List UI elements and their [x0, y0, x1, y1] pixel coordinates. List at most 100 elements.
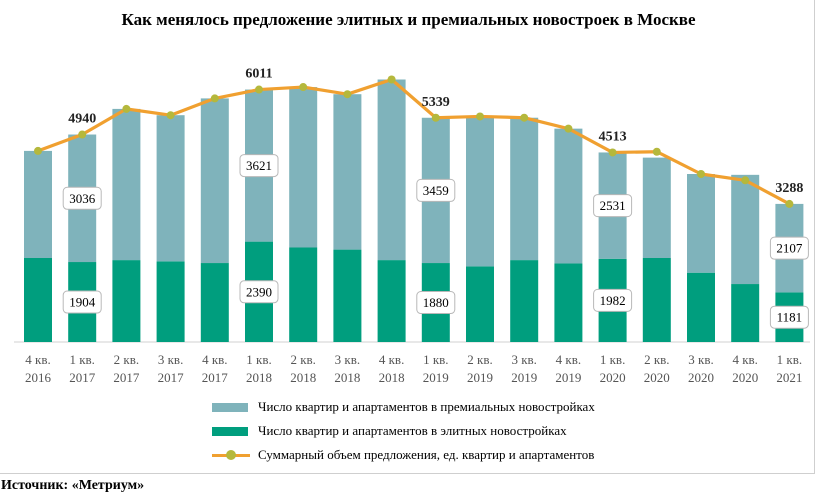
total-point — [652, 147, 661, 156]
x-tick-label: 2 кв. — [644, 352, 669, 367]
total-point — [78, 130, 87, 139]
total-point — [299, 83, 308, 92]
bar-elite — [466, 266, 494, 342]
legend-label-total: Суммарный объем предложения, ед. квартир… — [258, 447, 595, 462]
x-tick-label: 4 кв. — [732, 352, 757, 367]
total-point — [520, 113, 529, 122]
data-label-elite-box — [239, 280, 279, 304]
bar-premium — [466, 116, 494, 267]
legend-swatch-elite — [212, 427, 248, 436]
x-tick-label: 2016 — [25, 370, 52, 385]
data-label-total: 5339 — [422, 95, 450, 110]
x-tick-label: 1 кв. — [69, 352, 94, 367]
bar-premium — [24, 150, 52, 258]
bar-premium — [510, 117, 539, 261]
total-point — [785, 199, 794, 208]
data-label-premium-box — [416, 178, 456, 202]
x-tick-label: 2017 — [158, 370, 185, 385]
x-tick-label: 3 кв. — [511, 352, 536, 367]
x-tick-label: 2018 — [379, 370, 405, 385]
total-point — [387, 75, 396, 84]
data-label-premium-box — [239, 154, 279, 178]
bar-elite — [554, 263, 583, 342]
x-tick-label: 3 кв. — [158, 352, 183, 367]
data-label-premium-box — [62, 186, 102, 210]
data-label-premium: 3621 — [246, 158, 272, 173]
bar-elite — [377, 260, 406, 342]
x-tick-label: 4 кв. — [556, 352, 581, 367]
x-tick-label: 4 кв. — [202, 352, 227, 367]
legend-label-elite: Число квартир и апартаментов в элитных н… — [258, 423, 567, 438]
source-note: Источник: «Метриум» — [1, 478, 145, 493]
data-label-total: 3288 — [775, 181, 803, 196]
chart-plot: 1904 2390 1880 1982 1181 3036 3621 3459 2531 2107… — [14, 67, 810, 385]
bar-premium — [200, 98, 229, 264]
data-label-elite-box — [593, 288, 633, 312]
bar-premium — [687, 174, 715, 273]
data-label-elite: 1904 — [69, 295, 96, 310]
x-tick-label: 2017 — [69, 370, 96, 385]
x-tick-label: 2 кв. — [290, 352, 315, 367]
legend-label-premium: Число квартир и апартаментов в премиальн… — [258, 399, 595, 414]
bar-elite — [333, 249, 362, 342]
x-tick-label: 3 кв. — [688, 352, 713, 367]
data-label-premium: 2107 — [776, 241, 803, 256]
x-tick-label: 2019 — [555, 370, 581, 385]
total-point — [608, 148, 617, 157]
total-point — [34, 146, 42, 155]
x-tick-label: 2020 — [644, 370, 670, 385]
bar-elite — [687, 272, 715, 342]
bar-elite — [156, 261, 185, 342]
bar-elite — [731, 284, 760, 342]
total-line — [37, 77, 791, 206]
data-label-premium: 2531 — [600, 198, 626, 213]
total-point — [122, 104, 131, 113]
x-tick-label: 4 кв. — [379, 352, 404, 367]
total-point — [431, 113, 440, 122]
total-point — [166, 111, 175, 120]
bar-elite — [200, 263, 229, 342]
x-tick-label: 1 кв. — [600, 352, 625, 367]
bar-elite — [289, 247, 318, 342]
legend-marker-total — [226, 450, 236, 460]
x-tick-label: 2019 — [467, 370, 493, 385]
data-label-total: 4940 — [68, 112, 96, 127]
data-label-total: 4513 — [599, 129, 627, 144]
data-label-elite: 1880 — [423, 295, 449, 310]
bar-premium — [333, 94, 362, 250]
x-tick-label: 2021 — [776, 370, 802, 385]
x-tick-label: 2017 — [202, 370, 229, 385]
data-label-elite: 1181 — [777, 310, 803, 325]
x-tick-label: 1 кв. — [246, 352, 271, 367]
bar-premium — [731, 174, 760, 285]
x-tick-label: 4 кв. — [25, 352, 50, 367]
bar-premium — [377, 79, 406, 261]
x-tick-label: 2018 — [290, 370, 316, 385]
bar-premium — [156, 115, 185, 262]
data-label-premium-box — [769, 236, 809, 260]
x-tick-label: 2019 — [423, 370, 449, 385]
total-point — [255, 85, 263, 94]
data-label-elite: 2390 — [246, 284, 272, 299]
bar-premium — [112, 108, 141, 261]
data-label-elite-box — [62, 290, 102, 314]
bar-elite — [24, 258, 52, 342]
x-tick-label: 2018 — [246, 370, 272, 385]
data-label-premium-box — [593, 194, 633, 218]
x-tick-label: 2017 — [113, 370, 140, 385]
x-tick-label: 2018 — [334, 370, 360, 385]
bar-elite — [510, 260, 539, 342]
data-label-premium: 3459 — [423, 183, 449, 198]
total-point — [210, 94, 219, 103]
x-tick-label: 2 кв. — [114, 352, 139, 367]
x-tick-label: 2020 — [732, 370, 758, 385]
total-point — [697, 170, 705, 178]
x-tick-label: 2019 — [511, 370, 537, 385]
legend-swatch-premium — [212, 403, 248, 412]
data-label-elite: 1982 — [600, 293, 626, 308]
data-label-elite-box — [769, 305, 809, 329]
chart-frame — [0, 0, 815, 474]
total-point — [476, 112, 484, 121]
bar-premium — [642, 157, 671, 258]
data-label-premium: 3036 — [69, 191, 96, 206]
